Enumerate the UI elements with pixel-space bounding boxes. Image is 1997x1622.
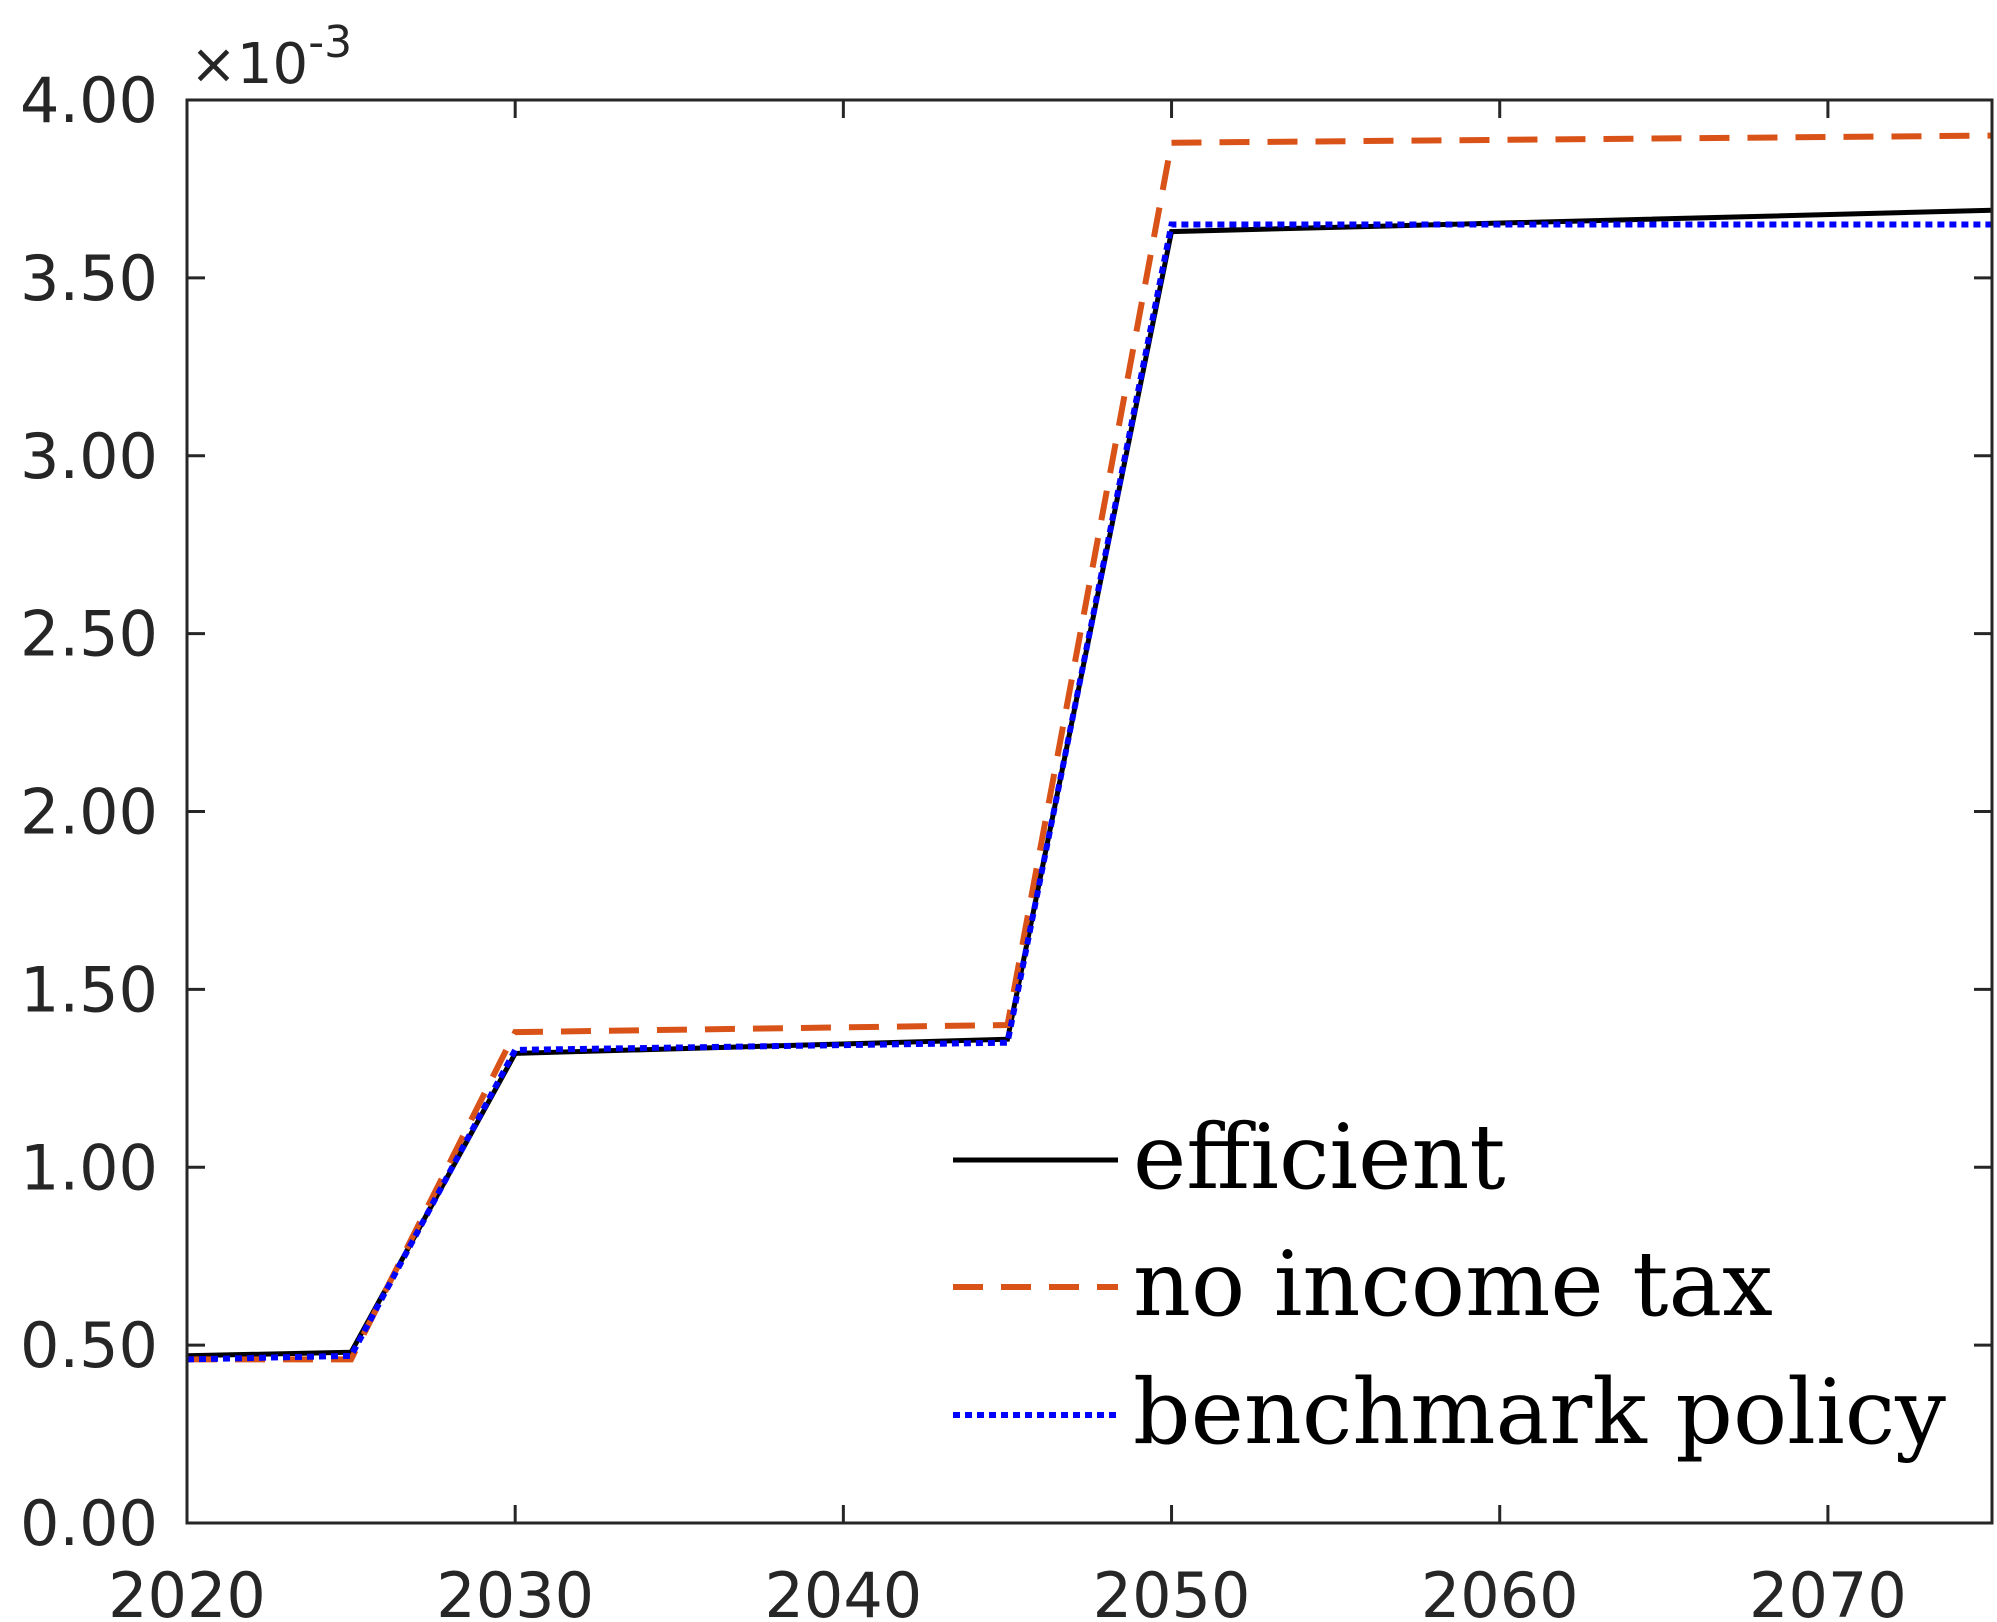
y-tick-labels: 0.00 0.50 1.00 1.50 2.00 2.50 3.00 3.50 4.00 — [20, 64, 158, 1560]
y-tick-label: 3.50 — [20, 242, 158, 315]
series-line-2 — [187, 132, 1993, 1363]
legend-label-1: efficient — [1133, 1105, 1506, 1210]
y-tick-label: 1.00 — [20, 1131, 158, 1204]
y-axis-multiplier: ×10-3 — [190, 17, 352, 97]
y-tick-label: 4.00 — [20, 64, 158, 137]
x-tick-label: 2020 — [108, 1559, 266, 1622]
x-tick-label: 2050 — [1093, 1559, 1251, 1622]
y-tick-label: 3.00 — [20, 420, 158, 493]
y-tick-label: 1.50 — [20, 953, 158, 1026]
legend-label-3: benchmark policy — [1133, 1360, 1946, 1465]
axis-ticks — [185, 98, 1992, 1525]
y-tick-label: 2.00 — [20, 776, 158, 849]
series-line-1 — [186, 207, 1993, 1359]
series-lines — [186, 132, 1993, 1363]
y-tick-label: 2.50 — [20, 598, 158, 671]
y-tick-label: 0.50 — [20, 1309, 158, 1382]
x-tick-label: 2040 — [764, 1559, 922, 1622]
legend: efficient no income tax benchmark policy — [953, 1105, 1946, 1465]
x-tick-label: 2030 — [436, 1559, 594, 1622]
x-tick-label: 2060 — [1421, 1559, 1579, 1622]
series-line-3 — [186, 221, 1992, 1363]
x-tick-label: 2070 — [1749, 1559, 1907, 1622]
x-tick-labels: 2020 2030 2040 2050 2060 2070 — [108, 1559, 1907, 1622]
y-tick-label: 0.00 — [20, 1487, 158, 1560]
y-multiplier-exponent: -3 — [308, 17, 352, 68]
y-multiplier-base: ×10 — [190, 32, 308, 97]
legend-label-2: no income tax — [1133, 1232, 1773, 1337]
